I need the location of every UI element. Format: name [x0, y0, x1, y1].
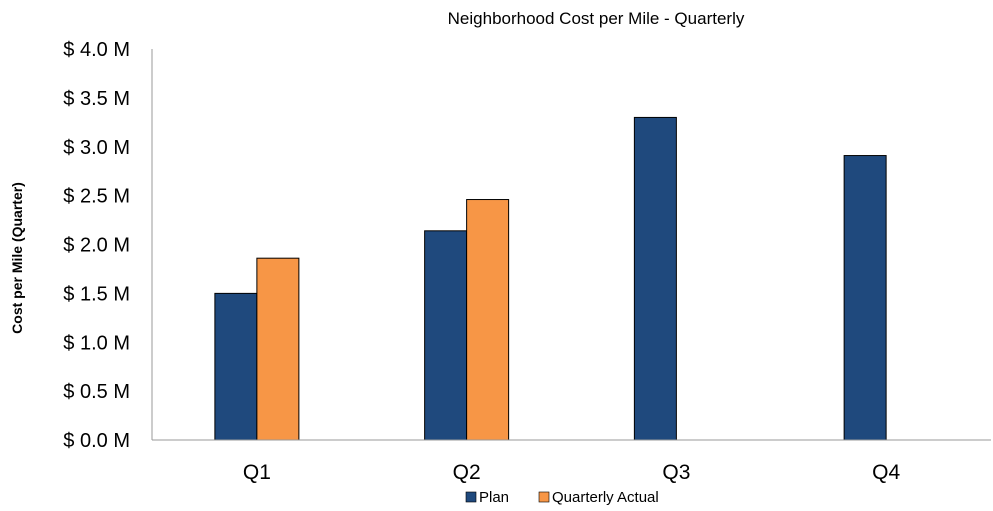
legend-label: Plan [479, 489, 509, 506]
y-tick-label: $ 3.0 M [63, 137, 130, 159]
y-tick-label: $ 2.0 M [63, 235, 130, 257]
y-axis-label: Cost per Mile (Quarter) [9, 182, 25, 334]
y-tick-label: $ 1.5 M [63, 283, 130, 305]
y-axis-ticks: $ 0.0 M $ 0.5 M $ 1.0 M $ 1.5 M $ 2.0 M $ 2.5… [63, 39, 130, 452]
x-tick-label: Q4 [872, 461, 900, 484]
y-tick-label: $ 4.0 M [63, 39, 130, 61]
bar-plan-q2 [425, 231, 467, 440]
x-tick-label: Q3 [662, 461, 690, 484]
x-tick-label: Q2 [453, 461, 481, 484]
legend-swatch-plan [466, 492, 476, 502]
x-tick-label: Q1 [243, 461, 271, 484]
x-axis-ticks: Q1 Q2 Q3 Q4 [243, 461, 901, 484]
bar-quarterly-actual-q2 [467, 200, 509, 440]
chart-title: Neighborhood Cost per Mile - Quarterly [448, 9, 745, 28]
y-tick-label: $ 1.0 M [63, 332, 130, 354]
legend-label: Quarterly Actual [552, 489, 659, 506]
bar-plan-q4 [844, 156, 886, 440]
bar-quarterly-actual-q1 [257, 258, 299, 440]
y-tick-label: $ 0.0 M [63, 430, 130, 452]
bars [215, 117, 886, 440]
bar-plan-q1 [215, 293, 257, 440]
y-tick-label: $ 2.5 M [63, 186, 130, 208]
bar-plan-q3 [634, 117, 676, 440]
y-tick-label: $ 0.5 M [63, 381, 130, 403]
y-tick-label: $ 3.5 M [63, 88, 130, 110]
legend-swatch-quarterly-actual [539, 492, 549, 502]
legend: Plan Quarterly Actual [466, 489, 659, 506]
